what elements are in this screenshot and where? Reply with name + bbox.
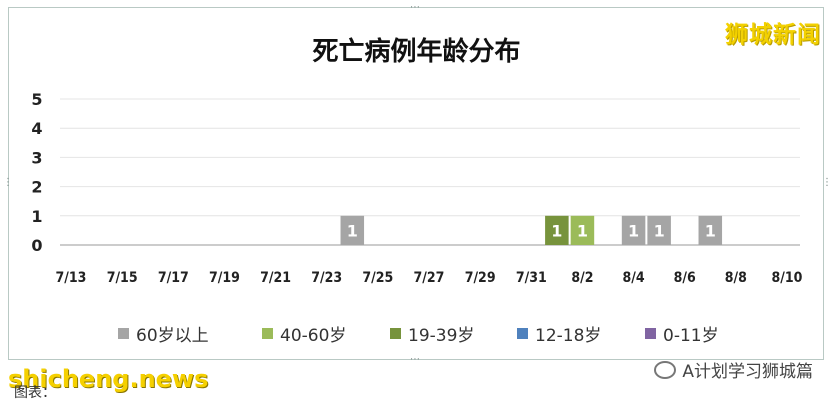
data-label: 1	[551, 221, 562, 240]
chart-title: 死亡病例年龄分布	[312, 37, 521, 67]
legend-item: 40-60岁	[262, 321, 346, 346]
x-tick-label: 7/25	[362, 270, 393, 286]
resize-handle-right[interactable]: ⋮	[822, 177, 832, 188]
legend-label: 40-60岁	[280, 326, 347, 346]
wechat-watermark: A计划学习狮城篇	[654, 357, 813, 382]
resize-handle-bottom[interactable]: ⋯	[410, 354, 420, 365]
brand-watermark: 狮城新闻	[725, 22, 821, 48]
data-label: 1	[347, 221, 358, 240]
data-label: 1	[654, 221, 665, 240]
x-tick-label: 7/21	[260, 270, 291, 286]
legend-label: 60岁以上	[136, 326, 209, 346]
legend-item: 12-18岁	[517, 321, 601, 346]
y-tick-label: 2	[31, 178, 42, 197]
x-tick-label: 7/23	[311, 270, 342, 286]
x-tick-label: 7/31	[516, 270, 547, 286]
legend-label: 12-18岁	[535, 326, 602, 346]
legend-item: 0-11岁	[645, 321, 719, 346]
x-tick-label: 7/17	[158, 270, 189, 286]
x-tick-label: 8/6	[674, 270, 696, 286]
legend-swatch	[517, 328, 528, 339]
legend-item: 60岁以上	[118, 321, 209, 346]
wechat-account-name: A计划学习狮城篇	[682, 362, 813, 382]
legend-swatch	[262, 328, 273, 339]
x-tick-label: 7/19	[209, 270, 240, 286]
bar	[545, 215, 569, 245]
y-tick-label: 5	[31, 90, 42, 109]
data-label: 1	[628, 221, 639, 240]
y-tick-label: 3	[31, 148, 42, 167]
x-tick-label: 7/27	[414, 270, 445, 286]
bar	[621, 215, 646, 245]
wechat-icon	[654, 360, 677, 379]
bar	[698, 215, 723, 245]
resize-handle-top[interactable]: ⋯	[410, 2, 420, 13]
chart-frame	[8, 7, 824, 360]
legend-swatch	[118, 328, 129, 339]
data-label: 1	[577, 221, 588, 240]
legend-swatch	[390, 328, 401, 339]
caption-text: 图表：	[14, 385, 56, 401]
x-tick-label: 7/29	[465, 270, 496, 286]
x-tick-label: 7/15	[107, 270, 138, 286]
x-tick-label: 8/2	[571, 270, 593, 286]
site-watermark: shicheng.news	[8, 365, 209, 393]
y-tick-label: 0	[31, 236, 42, 255]
legend-swatch	[645, 328, 656, 339]
resize-handle-left[interactable]: ⋮	[3, 177, 13, 188]
y-tick-label: 1	[31, 207, 42, 226]
bar	[340, 215, 365, 245]
legend-label: 19-39岁	[408, 326, 475, 346]
x-tick-label: 8/10	[772, 270, 803, 286]
y-tick-label: 4	[31, 119, 42, 138]
legend-label: 0-11岁	[663, 326, 719, 346]
bar	[647, 215, 671, 245]
data-label: 1	[705, 221, 716, 240]
bar	[570, 215, 595, 245]
legend-item: 19-39岁	[390, 321, 474, 346]
x-tick-label: 8/8	[725, 270, 747, 286]
x-tick-label: 8/4	[623, 270, 645, 286]
x-tick-label: 7/13	[56, 270, 87, 286]
